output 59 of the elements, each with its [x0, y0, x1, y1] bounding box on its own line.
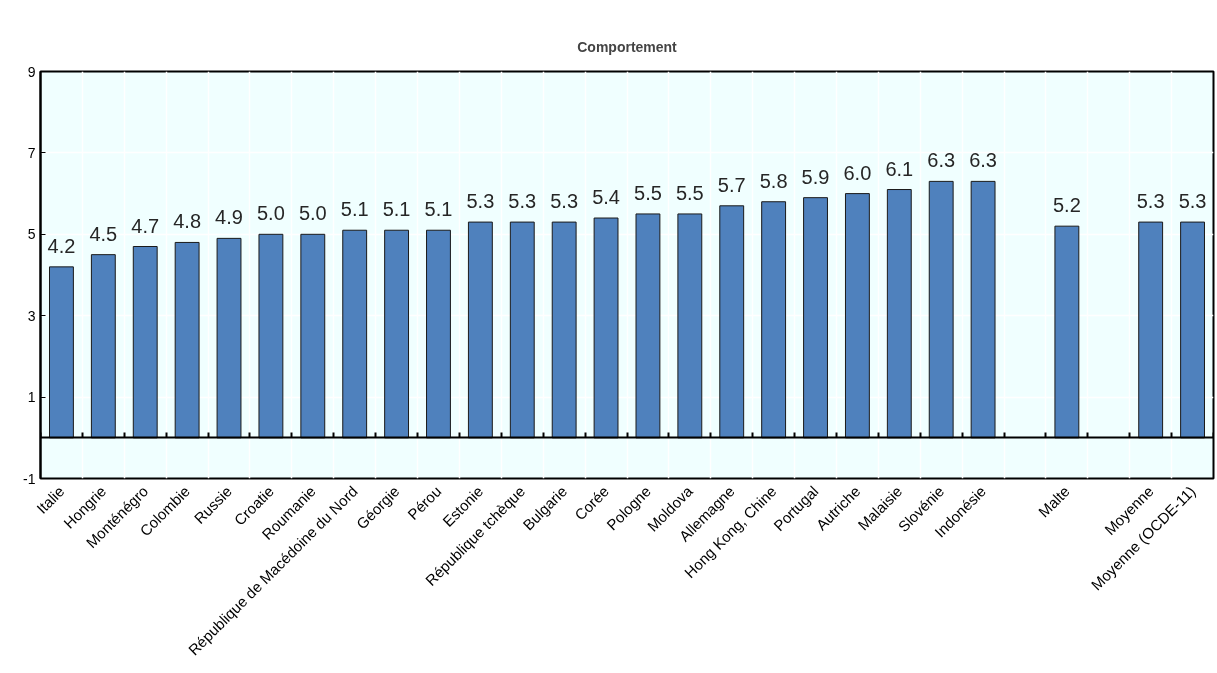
data-label: 5.3 — [550, 190, 579, 213]
bar — [216, 237, 242, 439]
bar — [342, 229, 368, 439]
data-label: 5.7 — [717, 173, 746, 196]
data-label: 5.3 — [508, 190, 537, 213]
y-tick-label: 7 — [27, 144, 36, 161]
data-label: 5.1 — [340, 198, 369, 221]
chart-title: Comportement — [577, 38, 678, 55]
y-tick-label: 1 — [27, 389, 36, 406]
bar — [384, 229, 410, 439]
bar — [1180, 221, 1205, 439]
bar — [132, 246, 158, 439]
data-label: 5.8 — [759, 169, 788, 192]
data-label: 5.9 — [801, 165, 830, 188]
data-label: 6.3 — [927, 149, 956, 172]
data-label: 4.5 — [89, 222, 118, 245]
bar — [49, 266, 74, 439]
data-label: 5.3 — [466, 190, 495, 213]
bar — [551, 221, 577, 439]
data-label: 5.5 — [675, 181, 704, 204]
bar — [258, 233, 284, 439]
data-label: 5.2 — [1052, 194, 1081, 217]
data-label: 5.1 — [382, 198, 411, 221]
data-label: 5.5 — [634, 181, 662, 204]
bar — [844, 193, 870, 439]
data-label: 6.1 — [885, 157, 914, 180]
bar — [677, 213, 703, 439]
bar — [1054, 225, 1080, 439]
data-label: 6.3 — [969, 149, 997, 172]
bar — [719, 205, 745, 439]
bar — [761, 201, 787, 439]
bar — [928, 180, 954, 439]
bar — [1138, 221, 1164, 439]
bar — [970, 180, 996, 439]
y-tick-label: 3 — [27, 307, 36, 324]
bar — [90, 254, 116, 439]
data-label: 5.0 — [298, 202, 327, 225]
bar — [467, 221, 493, 439]
bar — [509, 221, 535, 439]
bar — [635, 213, 661, 439]
bar — [886, 189, 912, 439]
bar — [174, 241, 200, 439]
bar — [300, 233, 326, 439]
data-label: 5.1 — [424, 198, 453, 221]
y-tick-label: -1 — [23, 470, 36, 487]
data-label: 4.7 — [131, 214, 160, 237]
data-label: 4.2 — [47, 234, 76, 257]
y-tick-label: 9 — [27, 63, 36, 80]
data-label: 4.8 — [173, 210, 202, 233]
data-label: 5.3 — [1136, 190, 1165, 213]
data-label: 5.4 — [592, 186, 620, 209]
bar — [803, 197, 828, 439]
bar — [593, 217, 619, 439]
y-tick-label: 5 — [27, 226, 36, 243]
data-label: 6.0 — [843, 161, 872, 184]
data-label: 5.3 — [1178, 190, 1207, 213]
data-label: 4.9 — [215, 206, 243, 229]
bar — [426, 229, 451, 439]
data-label: 5.0 — [257, 202, 285, 225]
